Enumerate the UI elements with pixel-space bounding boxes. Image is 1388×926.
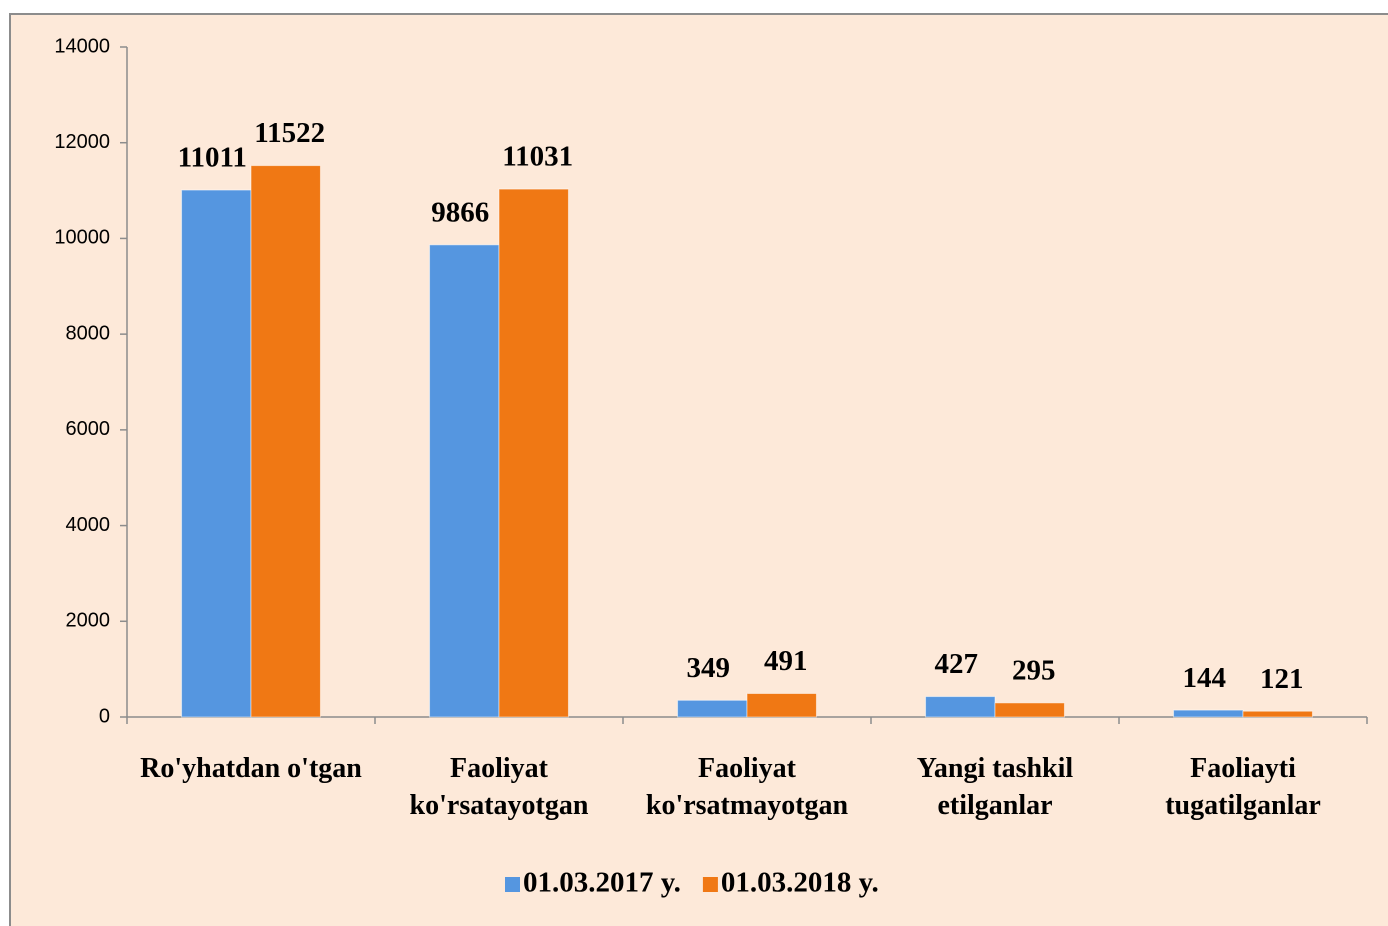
bar	[1242, 710, 1313, 718]
x-tick-label: Ro'yhatdan o'tgan	[140, 753, 362, 784]
x-tick-label: Faoliayti tugatilganlar	[1165, 753, 1321, 821]
x-tick-label: Faoliyat ko'rsatayotgan	[409, 753, 589, 821]
bar	[181, 189, 252, 718]
y-tick-label: 6000	[66, 418, 111, 440]
legend-swatch	[505, 877, 520, 892]
y-tick-label: 4000	[66, 514, 111, 536]
bar	[746, 693, 817, 718]
bar	[498, 188, 569, 718]
data-label: 491	[764, 645, 808, 677]
bar	[994, 702, 1065, 718]
legend-label: 01.03.2018 y.	[721, 867, 879, 899]
bar	[1173, 709, 1244, 718]
y-tick-label: 0	[99, 705, 110, 727]
y-tick-label: 8000	[66, 322, 111, 344]
x-tick-label: Yangi tashkil etilganlar	[916, 753, 1074, 821]
y-tick-label: 14000	[54, 35, 110, 57]
bar	[429, 244, 500, 718]
bar	[677, 699, 748, 718]
bar	[925, 696, 996, 718]
data-label: 11031	[502, 141, 573, 173]
data-label: 349	[687, 652, 731, 684]
y-tick-label: 2000	[66, 610, 111, 632]
data-label: 9866	[431, 196, 489, 228]
legend-label: 01.03.2017 y.	[523, 867, 681, 899]
data-label: 11522	[254, 117, 325, 149]
data-label: 295	[1012, 655, 1056, 687]
data-label: 11011	[178, 142, 247, 174]
data-label: 427	[935, 648, 979, 680]
data-label: 144	[1183, 662, 1227, 694]
y-tick-label: 10000	[54, 227, 110, 249]
legend-swatch	[702, 877, 718, 892]
x-tick-label: Faoliyat ko'rsatmayotgan	[645, 753, 849, 821]
data-label: 121	[1260, 663, 1304, 695]
bar	[250, 165, 321, 718]
y-tick-label: 12000	[54, 131, 110, 153]
